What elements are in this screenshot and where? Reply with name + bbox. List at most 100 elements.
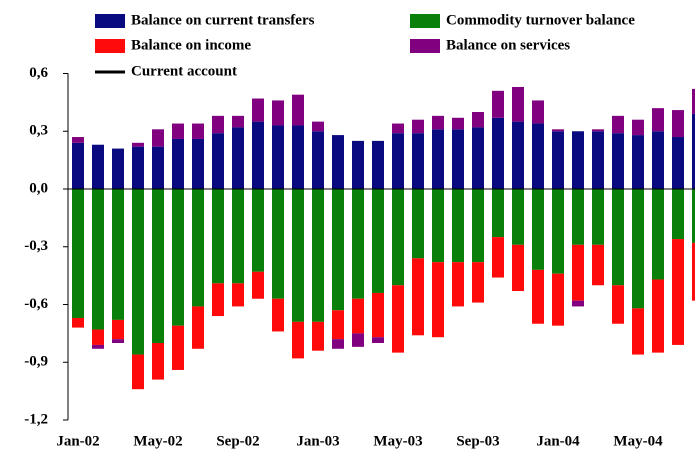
bar xyxy=(532,189,544,270)
bar xyxy=(672,239,684,345)
bar xyxy=(332,135,344,189)
bar xyxy=(432,189,444,263)
bar xyxy=(512,244,524,292)
bar xyxy=(412,119,424,134)
bar xyxy=(432,129,444,189)
bar xyxy=(192,189,204,307)
bar xyxy=(412,133,424,189)
bar xyxy=(232,127,244,189)
bar xyxy=(512,189,524,245)
bar xyxy=(112,148,124,189)
y-tick-label: 0,3 xyxy=(29,123,48,139)
bar xyxy=(172,123,184,139)
y-tick-label: 0,6 xyxy=(29,65,48,81)
legend-label: Balance on income xyxy=(131,37,251,53)
bar xyxy=(232,283,244,307)
bar xyxy=(572,189,584,245)
y-tick-label: -0,3 xyxy=(24,238,48,254)
bar xyxy=(252,189,264,272)
bar xyxy=(472,127,484,189)
bar xyxy=(352,189,364,299)
bar xyxy=(212,189,224,284)
bar xyxy=(212,115,224,134)
x-tick-label: May-04 xyxy=(613,433,663,449)
bar xyxy=(312,321,324,351)
plot-area xyxy=(68,86,695,390)
bar xyxy=(352,140,364,189)
bar xyxy=(212,133,224,189)
bar xyxy=(452,262,464,307)
bar xyxy=(372,189,384,293)
bar xyxy=(272,298,284,332)
legend-label: Balance on services xyxy=(446,37,570,53)
bar xyxy=(72,189,84,318)
bar xyxy=(272,125,284,189)
bar xyxy=(552,131,564,189)
bar xyxy=(632,189,644,309)
bar xyxy=(192,306,204,349)
bar xyxy=(492,90,504,118)
x-tick-label: Jan-04 xyxy=(536,433,580,449)
bar xyxy=(692,189,695,243)
bar xyxy=(432,262,444,338)
bar xyxy=(192,138,204,189)
legend-label: Balance on current transfers xyxy=(131,12,315,28)
legend-swatch xyxy=(95,39,125,53)
bar xyxy=(352,298,364,334)
bar xyxy=(92,344,104,349)
bar xyxy=(492,117,504,189)
bar xyxy=(452,117,464,130)
legend-swatch xyxy=(95,14,125,28)
bar xyxy=(652,131,664,189)
bar xyxy=(292,321,304,359)
bar xyxy=(112,319,124,340)
bar xyxy=(552,189,564,274)
bar xyxy=(632,135,644,189)
bar xyxy=(392,285,404,353)
bar xyxy=(212,283,224,317)
bar xyxy=(652,189,664,280)
bar xyxy=(692,113,695,189)
bar xyxy=(592,131,604,189)
bar xyxy=(472,189,484,263)
bar xyxy=(132,146,144,189)
bar xyxy=(612,115,624,134)
bar xyxy=(492,189,504,238)
bar xyxy=(252,98,264,122)
bar xyxy=(372,140,384,189)
bar xyxy=(132,189,144,355)
bar xyxy=(672,110,684,138)
x-tick-label: Jan-02 xyxy=(56,433,99,449)
bar xyxy=(372,292,384,338)
bar xyxy=(632,308,644,355)
bar xyxy=(372,337,384,343)
bar xyxy=(692,88,695,114)
bar xyxy=(652,108,664,132)
y-tick-label: -0,6 xyxy=(24,296,48,312)
bar xyxy=(152,146,164,189)
bar xyxy=(612,189,624,286)
bar xyxy=(572,244,584,301)
bar xyxy=(492,237,504,278)
bar xyxy=(332,310,344,340)
bar xyxy=(472,112,484,128)
bar xyxy=(592,189,604,245)
bar xyxy=(312,131,324,189)
bar xyxy=(132,354,144,390)
bar xyxy=(252,271,264,299)
bar xyxy=(432,115,444,130)
bar xyxy=(272,100,284,126)
bar xyxy=(312,189,324,322)
bar xyxy=(552,273,564,326)
bar xyxy=(252,121,264,189)
bar xyxy=(412,189,424,259)
y-tick-label: 0,0 xyxy=(29,180,48,196)
bar xyxy=(592,244,604,286)
bar xyxy=(72,142,84,189)
bar xyxy=(592,129,604,132)
legend-swatch xyxy=(410,14,440,28)
bar xyxy=(632,119,644,136)
bar xyxy=(332,189,344,311)
bar xyxy=(532,123,544,189)
bar xyxy=(532,269,544,324)
